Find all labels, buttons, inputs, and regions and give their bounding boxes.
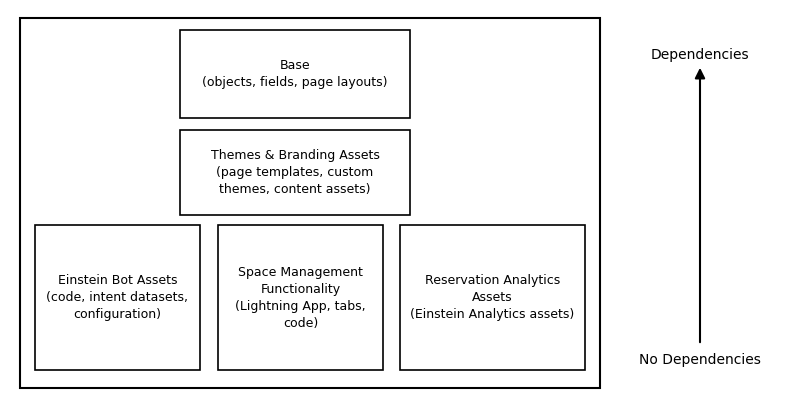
Bar xyxy=(180,130,410,215)
Text: Space Management
Functionality
(Lightning App, tabs,
code): Space Management Functionality (Lightnin… xyxy=(235,266,366,330)
Bar xyxy=(218,225,383,370)
Bar xyxy=(400,225,585,370)
Text: Reservation Analytics
Assets
(Einstein Analytics assets): Reservation Analytics Assets (Einstein A… xyxy=(410,274,574,321)
Bar xyxy=(20,18,600,388)
Bar xyxy=(180,30,410,118)
Text: Dependencies: Dependencies xyxy=(650,48,750,62)
Text: Einstein Bot Assets
(code, intent datasets,
configuration): Einstein Bot Assets (code, intent datase… xyxy=(46,274,189,321)
Text: No Dependencies: No Dependencies xyxy=(639,353,761,367)
Text: Base
(objects, fields, page layouts): Base (objects, fields, page layouts) xyxy=(202,59,388,89)
Text: Themes & Branding Assets
(page templates, custom
themes, content assets): Themes & Branding Assets (page templates… xyxy=(210,149,379,196)
Bar xyxy=(35,225,200,370)
